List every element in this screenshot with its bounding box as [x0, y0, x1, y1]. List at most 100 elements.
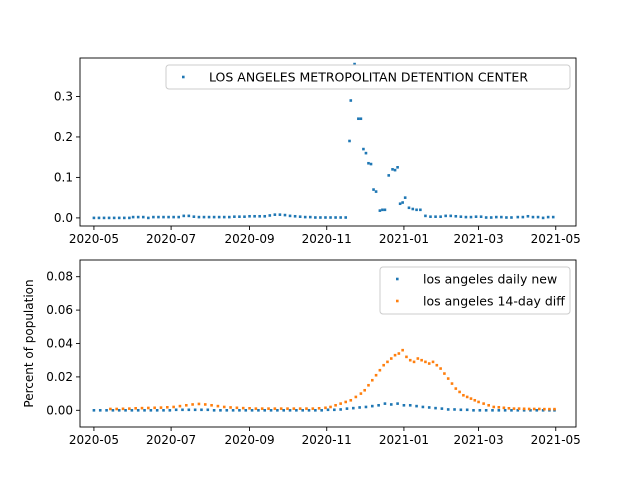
series-0 — [92, 402, 556, 412]
data-point — [543, 407, 546, 411]
y-tick-label: 0.1 — [54, 170, 73, 184]
data-point — [538, 407, 541, 411]
data-point — [408, 358, 412, 362]
data-point — [546, 215, 550, 219]
data-point — [298, 215, 302, 218]
legend-box — [379, 266, 571, 315]
data-point — [329, 216, 332, 219]
data-point — [473, 398, 477, 402]
data-point — [522, 407, 526, 411]
data-point — [269, 409, 273, 412]
data-point — [203, 403, 207, 406]
data-point — [298, 407, 302, 410]
data-point — [168, 409, 172, 412]
data-point — [553, 407, 556, 411]
data-point — [512, 407, 516, 410]
data-point — [131, 215, 135, 219]
data-point — [396, 402, 399, 405]
data-point — [551, 215, 555, 219]
data-point — [516, 409, 520, 412]
data-point — [128, 216, 131, 220]
data-point — [238, 409, 241, 412]
data-point — [286, 407, 289, 410]
data-point — [167, 215, 170, 219]
data-point — [393, 353, 397, 357]
data-point — [402, 403, 406, 407]
data-point — [147, 216, 150, 220]
data-point — [295, 409, 298, 412]
data-point — [474, 215, 478, 218]
data-point — [435, 363, 439, 367]
data-point — [484, 409, 488, 412]
data-point — [398, 202, 402, 206]
data-point — [339, 216, 342, 219]
data-point — [155, 409, 159, 412]
data-point — [177, 215, 180, 219]
data-point — [109, 407, 112, 411]
data-point — [105, 409, 108, 412]
data-point — [121, 407, 125, 411]
data-point — [378, 209, 382, 212]
data-point — [391, 168, 394, 171]
data-point — [370, 404, 374, 408]
data-point — [535, 409, 539, 412]
data-point — [329, 405, 332, 409]
data-point — [136, 215, 140, 219]
data-point — [258, 214, 261, 218]
data-point — [526, 214, 530, 218]
data-point — [378, 368, 382, 372]
legend: los angeles daily new los angeles 14-day … — [379, 266, 571, 315]
data-point — [235, 406, 239, 410]
data-point — [429, 215, 432, 218]
data-point — [527, 407, 531, 411]
data-point — [367, 383, 370, 387]
y-tick-label: 0.06 — [46, 303, 73, 317]
data-point — [454, 387, 458, 390]
data-point — [403, 196, 407, 199]
data-point — [147, 406, 150, 410]
legend: LOS ANGELES METROPOLITAN DETENTION CENTE… — [165, 64, 571, 90]
data-point — [344, 400, 348, 404]
data-point — [178, 404, 182, 408]
data-point — [370, 378, 374, 382]
y-tick-label: 0.04 — [46, 337, 73, 351]
data-point — [153, 406, 156, 410]
y-tick-label: 0.3 — [54, 89, 73, 103]
x-tick-label: 2021-01 — [379, 232, 429, 246]
legend-marker — [396, 277, 399, 281]
legend-marker — [396, 299, 399, 303]
data-point — [149, 409, 153, 412]
data-point — [411, 207, 415, 211]
data-point — [182, 214, 186, 218]
data-point — [386, 360, 389, 364]
axes-frame — [79, 57, 577, 227]
data-point — [453, 408, 456, 411]
data-point — [172, 215, 175, 219]
data-point — [503, 409, 507, 412]
data-point — [424, 360, 427, 364]
data-point — [162, 215, 165, 219]
data-point — [248, 214, 251, 218]
data-point — [479, 215, 483, 218]
data-point — [172, 405, 175, 409]
data-point — [276, 409, 279, 412]
data-point — [434, 215, 437, 218]
data-point — [349, 398, 353, 402]
data-point — [372, 188, 375, 191]
data-point — [497, 409, 501, 412]
data-point — [383, 208, 387, 212]
data-point — [339, 402, 342, 405]
bottom-panel: 2020-05 2020-07 2020-09 2020-11 2021-01 2021-… — [22, 259, 581, 447]
data-point — [359, 117, 363, 121]
data-point — [217, 215, 221, 219]
x-tick-label: 2020-07 — [146, 433, 196, 447]
data-point — [367, 161, 370, 165]
x-tick-label: 2020-11 — [302, 433, 352, 447]
data-point — [548, 407, 551, 411]
data-point — [446, 377, 450, 380]
y-tick-label: 0.08 — [46, 270, 73, 284]
data-point — [308, 215, 312, 219]
data-point — [389, 403, 393, 406]
data-point — [288, 409, 292, 412]
